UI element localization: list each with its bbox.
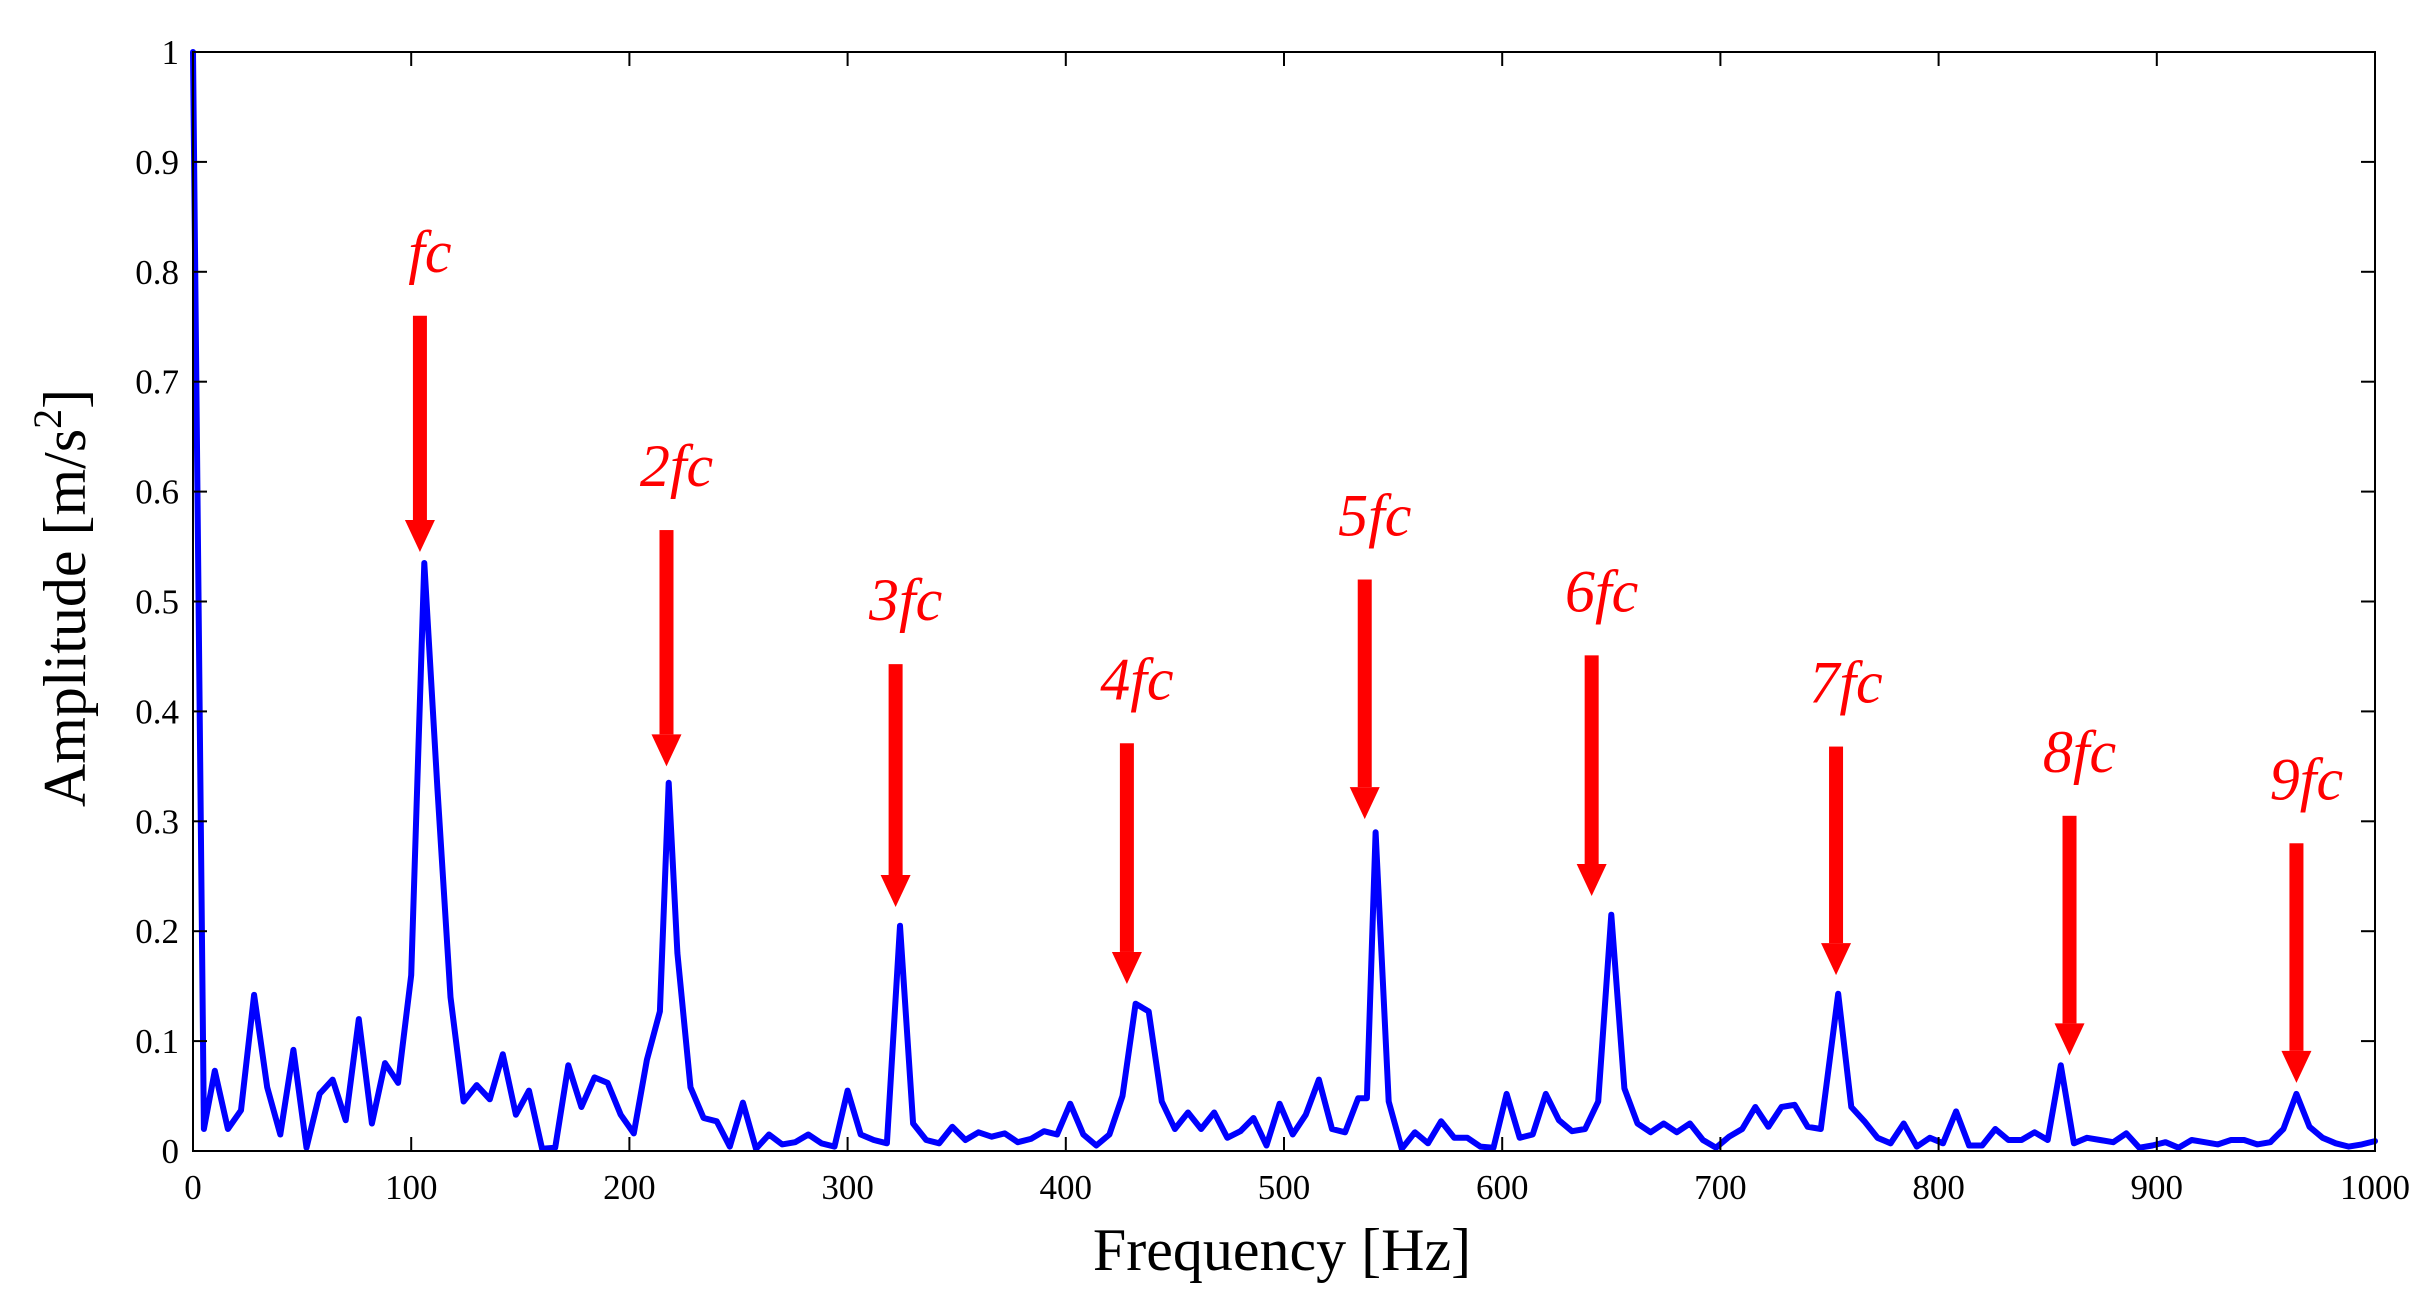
- harmonic-label: 9fc: [2270, 746, 2343, 812]
- y-tick-label: 0.1: [135, 1022, 179, 1061]
- harmonic-arrow-shaft: [1357, 579, 1372, 788]
- x-tick-label: 600: [1476, 1168, 1529, 1207]
- y-tick-label: 0.9: [135, 143, 179, 182]
- harmonic-annotations: fc 2fc 3fc 4fc 5fc 6fc 7fc 8fc 9fc: [404, 219, 2343, 1083]
- y-tick-label: 0: [162, 1132, 180, 1171]
- harmonic-arrow-head: [2281, 1050, 2312, 1083]
- y-tick-label: 0.2: [135, 912, 179, 951]
- harmonic-arrow-head: [1576, 864, 1607, 897]
- series-line-spectrum: [190, 49, 2378, 1152]
- x-tick-label: 900: [2131, 1168, 2184, 1207]
- x-tick-label: 200: [603, 1168, 656, 1207]
- x-tick-label: 300: [821, 1168, 874, 1207]
- x-tick-label: 500: [1258, 1168, 1311, 1207]
- x-tick-label: 0: [184, 1168, 202, 1207]
- y-axis-label: Amplitude [m/s2]: [25, 389, 98, 807]
- harmonic-label: 7fc: [1809, 650, 1882, 716]
- harmonic-label: 8fc: [2043, 719, 2116, 785]
- harmonic-arrow-head: [880, 875, 911, 908]
- harmonic-arrow-head: [651, 734, 682, 767]
- harmonic-label: 5fc: [1338, 483, 1411, 549]
- harmonic-arrow-head: [1821, 943, 1852, 976]
- harmonic-arrow-shaft: [1829, 746, 1844, 944]
- y-tick-label: 0.8: [135, 253, 179, 292]
- harmonic-arrow-head: [1349, 787, 1380, 820]
- y-axis-label-close: ]: [32, 389, 98, 409]
- y-tick-label: 1: [162, 33, 180, 72]
- harmonic-label: fc: [408, 219, 451, 285]
- harmonic-label: 4fc: [1100, 646, 1173, 712]
- harmonic-arrow-shaft: [659, 530, 674, 735]
- y-tick-label: 0.5: [135, 583, 179, 622]
- x-tick-label: 700: [1694, 1168, 1747, 1207]
- harmonic-arrow-head: [1111, 951, 1142, 984]
- y-tick-label: 0.4: [135, 692, 179, 731]
- x-tick-label: 100: [385, 1168, 438, 1207]
- y-tick-label: 0.7: [135, 363, 179, 402]
- harmonic-label: 2fc: [640, 433, 713, 499]
- y-tick-label: 0.6: [135, 473, 179, 512]
- harmonic-arrow-shaft: [1119, 743, 1134, 952]
- x-tick-label: 800: [1912, 1168, 1965, 1207]
- harmonic-arrow-shaft: [412, 315, 427, 521]
- harmonic-arrow-head: [2054, 1023, 2085, 1056]
- harmonic-arrow-shaft: [1584, 655, 1599, 865]
- y-axis-label-main: Amplitude [m/s: [32, 429, 98, 807]
- series-layer: [190, 49, 2378, 1152]
- x-tick-label: 1000: [2340, 1168, 2410, 1207]
- axis-ticks: 0 100 200 300 400 500 600 700 800 900 1000 0 0.1 0.2 0…: [135, 33, 2410, 1207]
- harmonic-label: 3fc: [868, 567, 942, 633]
- harmonic-arrow-head: [404, 520, 435, 553]
- y-tick-label: 0.3: [135, 802, 179, 841]
- x-axis-label: Frequency [Hz]: [1093, 1217, 1471, 1283]
- y-axis-label-superscript: 2: [25, 409, 70, 429]
- harmonic-label: 6fc: [1565, 558, 1638, 624]
- x-tick-label: 400: [1040, 1168, 1093, 1207]
- harmonic-arrow-shaft: [2062, 815, 2077, 1024]
- harmonic-arrow-shaft: [888, 664, 903, 876]
- harmonic-arrow-shaft: [2289, 843, 2304, 1051]
